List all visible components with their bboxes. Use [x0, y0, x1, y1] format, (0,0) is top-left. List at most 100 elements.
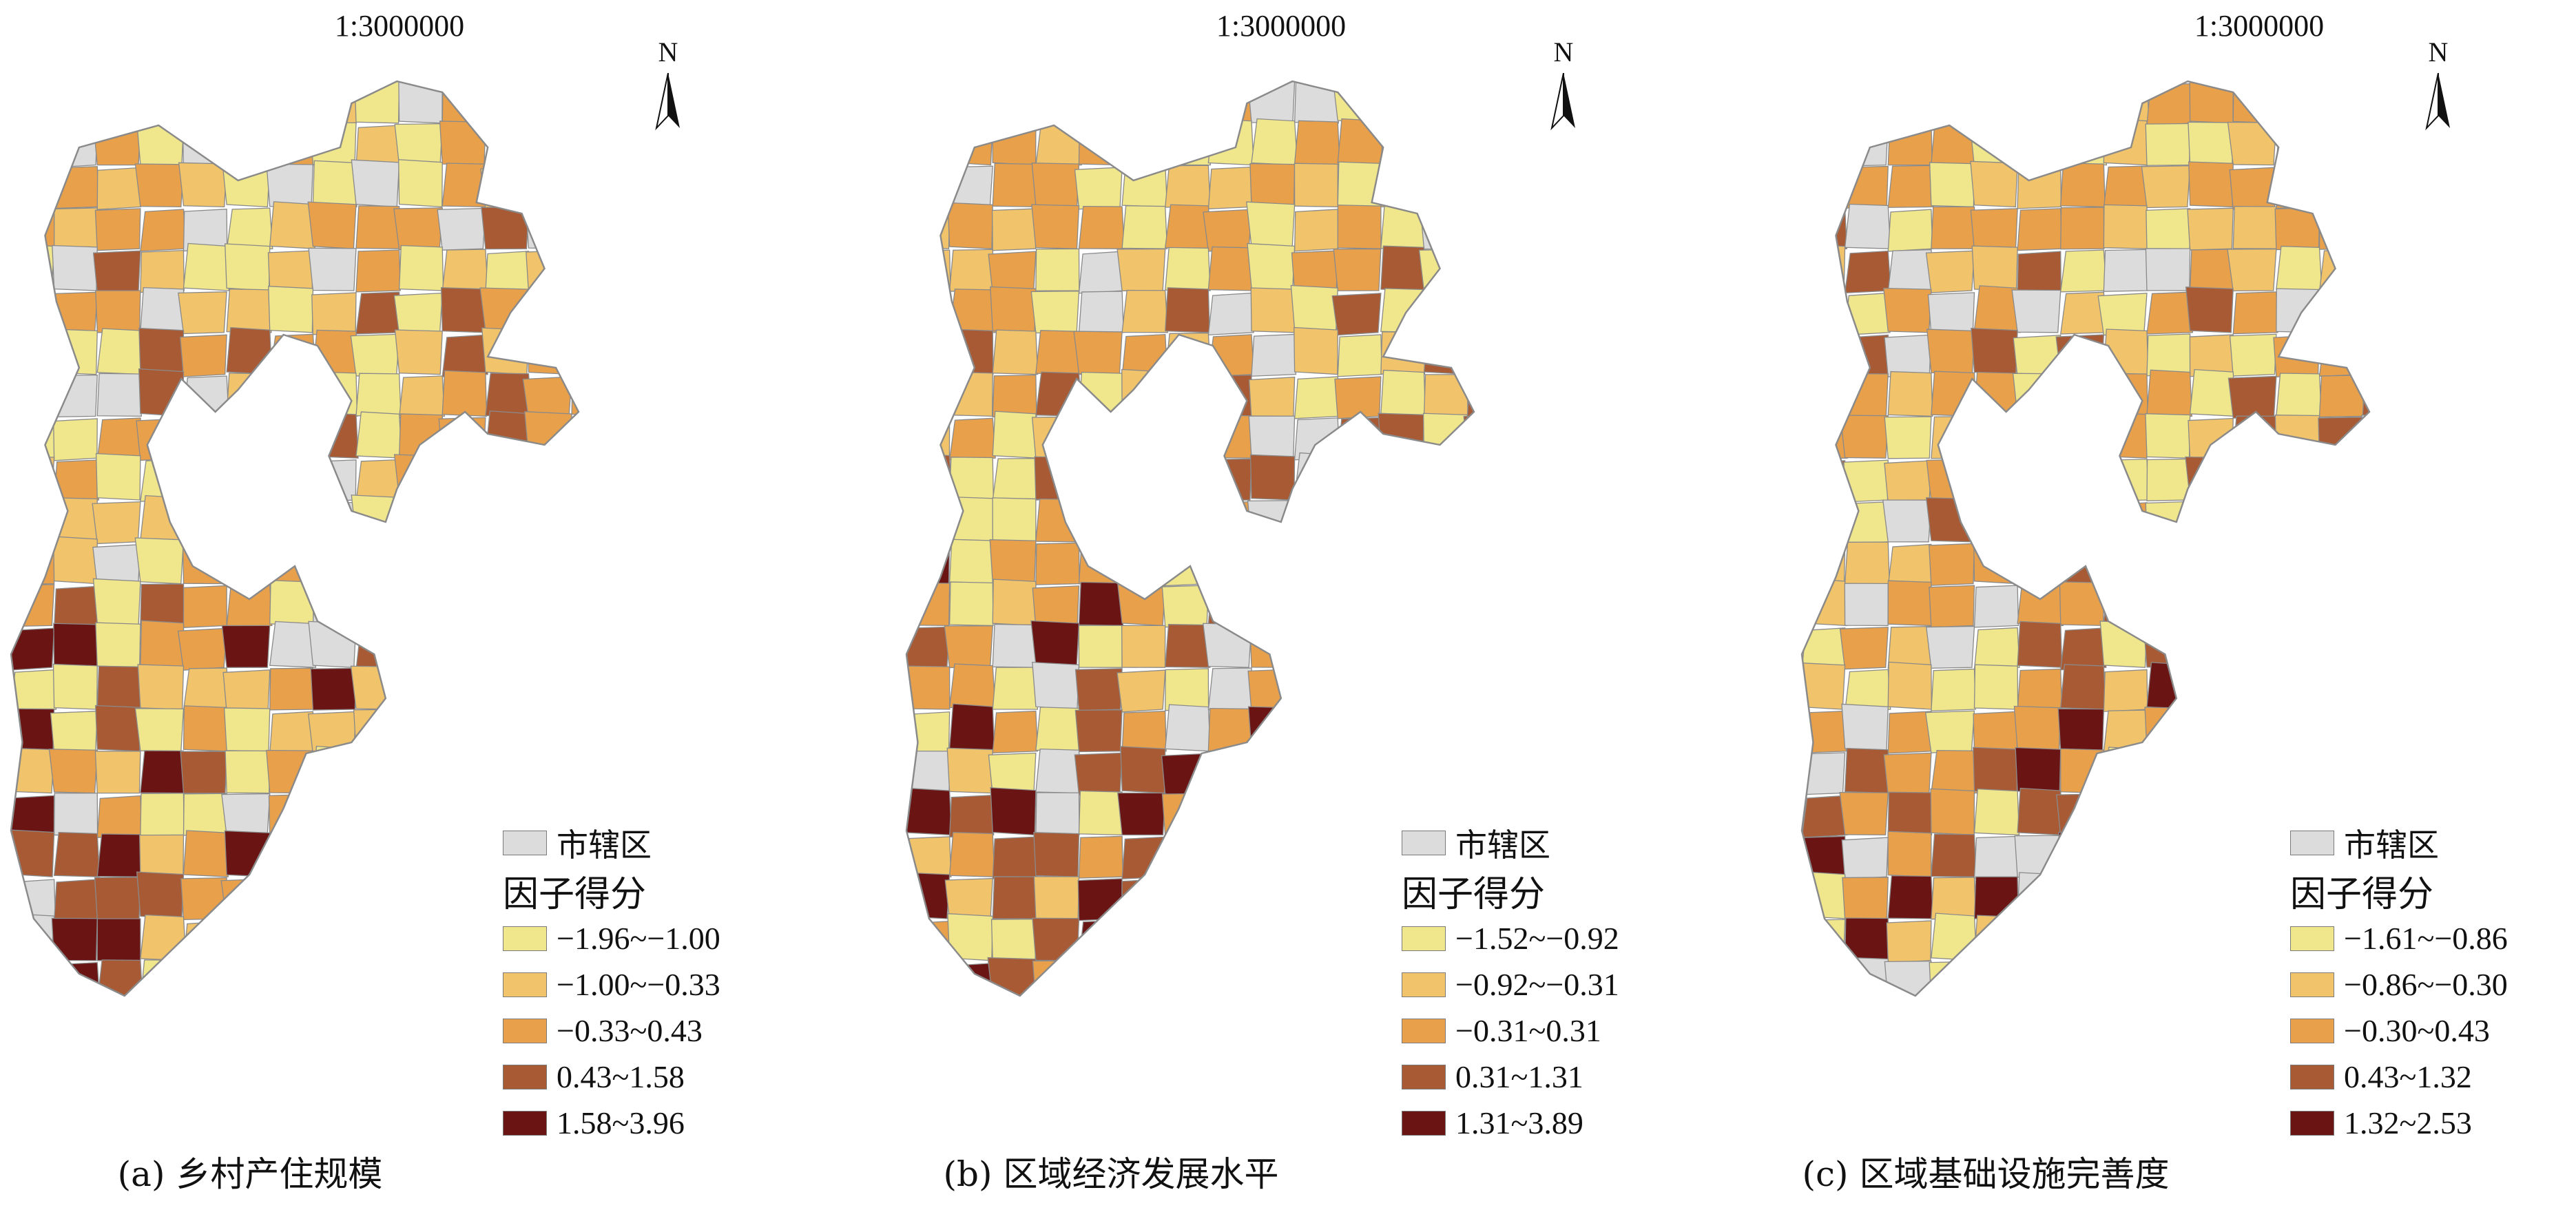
map-district	[485, 458, 530, 501]
map-district	[1206, 751, 1252, 795]
map-district	[1333, 248, 1382, 291]
map-district	[183, 585, 227, 628]
map-district	[266, 163, 314, 208]
map-district	[1033, 876, 1080, 919]
map-district	[944, 625, 993, 669]
map-district	[355, 411, 403, 459]
map-district	[571, 707, 579, 752]
map-district	[479, 627, 530, 671]
map-district	[1929, 162, 1975, 208]
map-district	[1466, 457, 1474, 501]
map-district	[2103, 459, 2150, 502]
map-district	[226, 326, 273, 375]
map-district	[308, 247, 357, 291]
map-district	[1887, 875, 1934, 919]
map-district	[352, 585, 400, 629]
map-district	[948, 539, 995, 585]
map-district	[1207, 415, 1255, 459]
map-district	[1247, 706, 1296, 752]
map-district	[442, 960, 488, 997]
map-district	[2360, 748, 2369, 794]
map-district	[1802, 871, 1848, 919]
map-district	[1035, 707, 1082, 752]
north-arrow-icon: N	[1543, 39, 1584, 142]
map-district	[1074, 668, 1123, 711]
legend-label: −1.00~−0.33	[557, 967, 720, 1002]
map-district	[1036, 1005, 1081, 1047]
map-district	[1462, 290, 1474, 333]
map-district	[94, 208, 141, 251]
map-district	[2013, 962, 2061, 997]
map-district	[1207, 292, 1254, 336]
map-district	[1337, 536, 1383, 585]
map-district	[136, 121, 185, 166]
map-district	[396, 704, 443, 752]
map-district	[92, 123, 141, 166]
map-district	[1931, 82, 1976, 125]
map-district	[1887, 791, 1933, 836]
map-district	[1802, 710, 1847, 754]
north-label: N	[1553, 36, 1574, 67]
map-district	[1078, 919, 1125, 963]
map-district	[354, 753, 400, 796]
map-district	[11, 456, 55, 501]
map-district	[1120, 919, 1166, 963]
map-district	[1251, 536, 1296, 585]
map-district	[1208, 999, 1254, 1044]
map-district	[1802, 496, 1846, 543]
map-district	[1462, 209, 1474, 252]
map-district	[1883, 287, 1932, 333]
legend-label: −0.86~−0.30	[2344, 967, 2508, 1002]
map-district	[485, 125, 532, 168]
map-district	[526, 249, 572, 293]
map-district	[1290, 284, 1338, 333]
scale-label: 1:3000000	[2194, 9, 2325, 43]
map-district	[2185, 961, 2234, 997]
map-district	[1250, 287, 1296, 333]
map-district	[2362, 375, 2369, 418]
map-district	[312, 371, 358, 417]
map-district	[2103, 669, 2148, 712]
map-district	[2099, 620, 2148, 668]
legend-item: −1.61~−0.86	[2290, 915, 2508, 961]
map-district	[1078, 625, 1123, 668]
map-district	[227, 999, 271, 1045]
map-district	[2011, 289, 2061, 333]
map-district	[528, 620, 574, 668]
map-district	[2357, 208, 2369, 251]
map-district	[1078, 251, 1125, 294]
legend-label: 市辖区	[1455, 827, 1550, 863]
map-district	[2055, 368, 2105, 417]
legend: 市辖区 因子得分 −1.52~−0.92 −0.92~−0.31 −0.31~0…	[1402, 820, 1619, 1146]
map-district	[354, 81, 400, 124]
map-district	[178, 291, 227, 335]
map-district	[528, 710, 573, 753]
map-district	[1887, 831, 1932, 877]
map-district	[1165, 1005, 1209, 1047]
map-district	[2232, 415, 2278, 459]
map-district	[2189, 708, 2236, 752]
map-district	[2059, 499, 2105, 543]
map-district	[1380, 663, 1426, 710]
map-district	[943, 165, 993, 209]
map-district	[267, 375, 314, 419]
map-district	[2227, 375, 2277, 419]
region-outline	[905, 80, 1475, 997]
map-district	[134, 708, 185, 752]
map-district	[2012, 496, 2061, 543]
map-district	[226, 584, 273, 627]
map-district	[1375, 496, 1425, 543]
map-district	[2232, 205, 2278, 249]
map-district	[1331, 794, 1382, 837]
map-district	[1032, 917, 1080, 961]
map-district	[1030, 291, 1080, 334]
map-district	[226, 125, 271, 168]
map-district	[1465, 245, 1474, 291]
map-district	[948, 289, 996, 333]
map-district	[2143, 747, 2191, 794]
map-district	[183, 375, 229, 419]
map-district	[1337, 118, 1384, 166]
map-district	[1422, 413, 1468, 459]
map-district	[1165, 332, 1212, 376]
map-district	[906, 711, 951, 755]
